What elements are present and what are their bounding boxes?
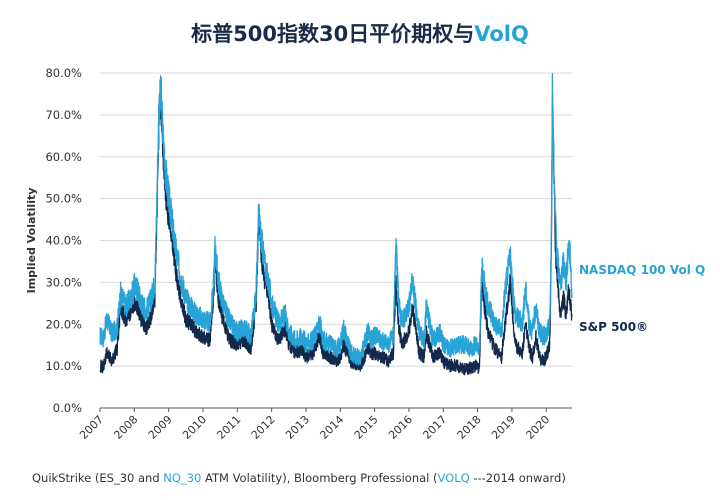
x-tick-label: 2016 [386, 413, 415, 442]
legend-nasdaq-label: NASDAQ 100 Vol Q [579, 263, 705, 277]
chart-title: 标普500指数30日平价期权与VolQ [0, 18, 720, 48]
legend-sp500-label: S&P 500® [579, 320, 648, 334]
y-tick-label: 10.0% [45, 359, 82, 373]
y-axis-title: Implied Volatility [25, 188, 38, 294]
x-tick-label: 2018 [455, 413, 484, 442]
title-highlight: VolQ [474, 22, 529, 46]
nasdaq-series-line [99, 72, 573, 366]
line-chart: 0.0% 10.0% 20.0% 30.0% 40.0% 50.0% 60.0% 70.0% 8… [25, 66, 705, 442]
y-tick-label: 60.0% [45, 150, 82, 164]
x-tick-label: 2017 [420, 413, 449, 442]
y-tick-label: 80.0% [45, 66, 82, 80]
source-part-4: VOLQ [437, 471, 470, 485]
y-tick-label: 70.0% [45, 108, 82, 122]
y-tick-label: 20.0% [45, 317, 82, 331]
source-note: QuikStrike (ES_30 and NQ_30 ATM Volatili… [32, 471, 566, 485]
x-tick-label: 2008 [111, 413, 140, 442]
source-part-2: NQ_30 [163, 471, 202, 485]
title-main: 标普500指数30日平价期权与 [191, 22, 475, 46]
source-part-5: ---2014 onward) [469, 471, 566, 485]
x-tick-label: 2009 [146, 413, 175, 442]
x-tick-label: 2010 [180, 413, 209, 442]
y-tick-label: 50.0% [45, 192, 82, 206]
x-tick-label: 2011 [214, 413, 243, 442]
y-tick-label: 30.0% [45, 275, 82, 289]
y-tick-label: 0.0% [53, 401, 82, 415]
x-tick-label: 2013 [283, 413, 312, 442]
y-tick-label: 40.0% [45, 234, 82, 248]
x-tick-label: 2007 [77, 413, 106, 442]
sp500-series-line [99, 95, 573, 376]
x-tick-label: 2014 [317, 413, 346, 442]
x-tick-label: 2015 [352, 413, 381, 442]
x-tick-label: 2019 [489, 413, 518, 442]
x-tick-label: 2020 [523, 413, 552, 442]
x-tick-label: 2012 [249, 413, 278, 442]
source-part-1: QuikStrike (ES_30 and [32, 471, 164, 485]
source-part-3: ATM Volatility), Bloomberg Professional … [201, 471, 438, 485]
